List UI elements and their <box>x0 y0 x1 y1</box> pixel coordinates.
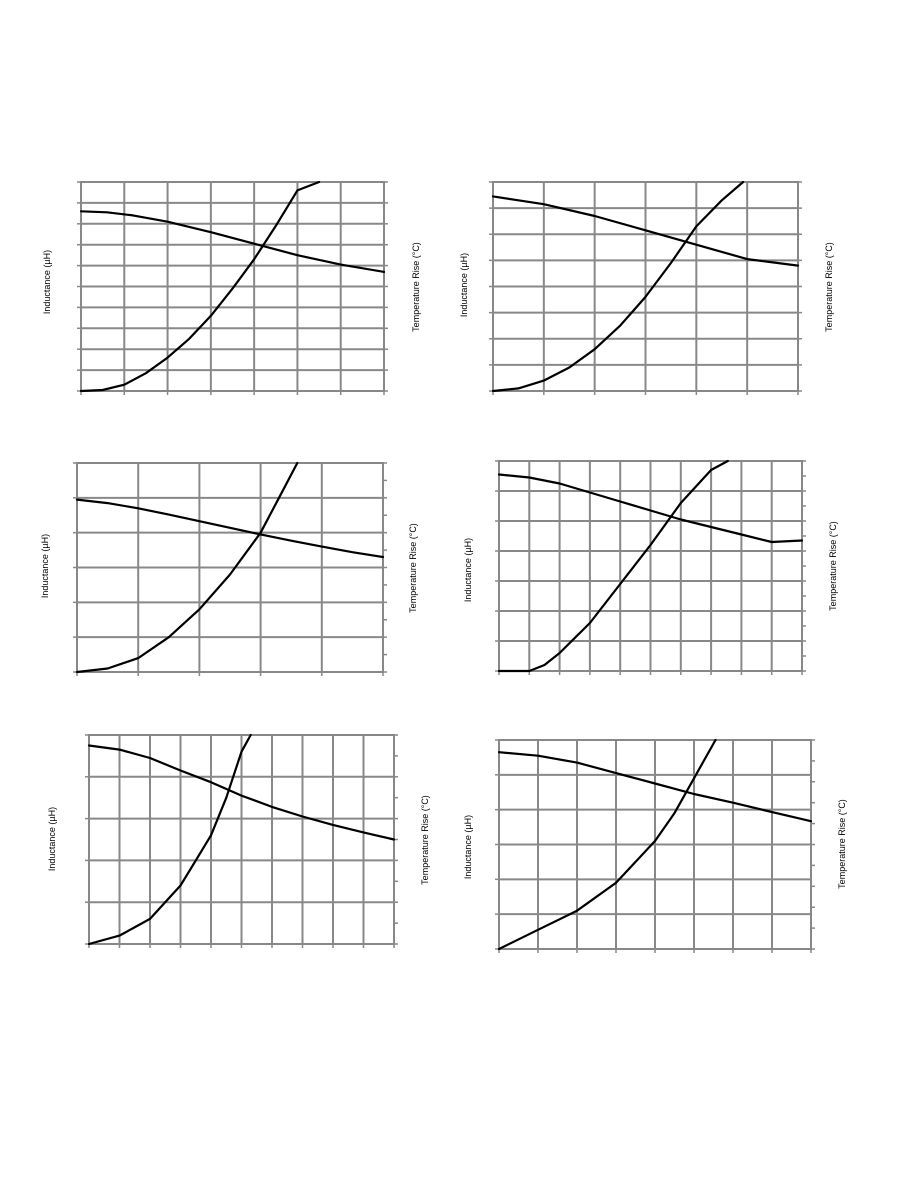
chart-4: Inductance (µH) Temperature Rise (°C) <box>463 459 838 675</box>
y2-axis-label: Temperature Rise (°C) <box>408 523 418 613</box>
inductance-curve <box>497 751 813 823</box>
inductance-curve <box>87 744 396 841</box>
chart-2: Inductance (µH) Temperature Rise (°C) <box>459 180 834 395</box>
chart-5: Inductance (µH) Temperature Rise (°C) <box>47 733 430 948</box>
inductance-curve <box>491 195 800 267</box>
temperature-rise-curve <box>87 733 252 946</box>
y-axis-label: Inductance (µH) <box>463 815 473 879</box>
temperature-rise-curve <box>497 738 717 951</box>
temperature-rise-curve <box>75 461 299 674</box>
inductance-curve <box>75 498 385 559</box>
y-axis-label: Inductance (µH) <box>40 534 50 598</box>
y-axis-label: Inductance (µH) <box>459 253 469 317</box>
chart-1: Inductance (µH) Temperature Rise (°C) <box>42 180 421 395</box>
temperature-rise-curve <box>491 180 745 393</box>
y2-axis-label: Temperature Rise (°C) <box>837 799 847 889</box>
inductance-curve <box>79 210 386 273</box>
y-axis-label: Inductance (µH) <box>47 807 57 871</box>
y2-axis-label: Temperature Rise (°C) <box>420 795 430 885</box>
chart-6: Inductance (µH) Temperature Rise (°C) <box>463 738 847 953</box>
temperature-rise-curve <box>79 180 321 393</box>
y2-axis-label: Temperature Rise (°C) <box>411 242 421 332</box>
y2-axis-label: Temperature Rise (°C) <box>828 521 838 611</box>
chart-3: Inductance (µH) Temperature Rise (°C) <box>40 461 418 676</box>
y-axis-label: Inductance (µH) <box>463 538 473 602</box>
inductance-curve <box>497 473 804 544</box>
temperature-rise-curve <box>497 459 729 673</box>
y2-axis-label: Temperature Rise (°C) <box>824 242 834 332</box>
y-axis-label: Inductance (µH) <box>42 250 52 314</box>
